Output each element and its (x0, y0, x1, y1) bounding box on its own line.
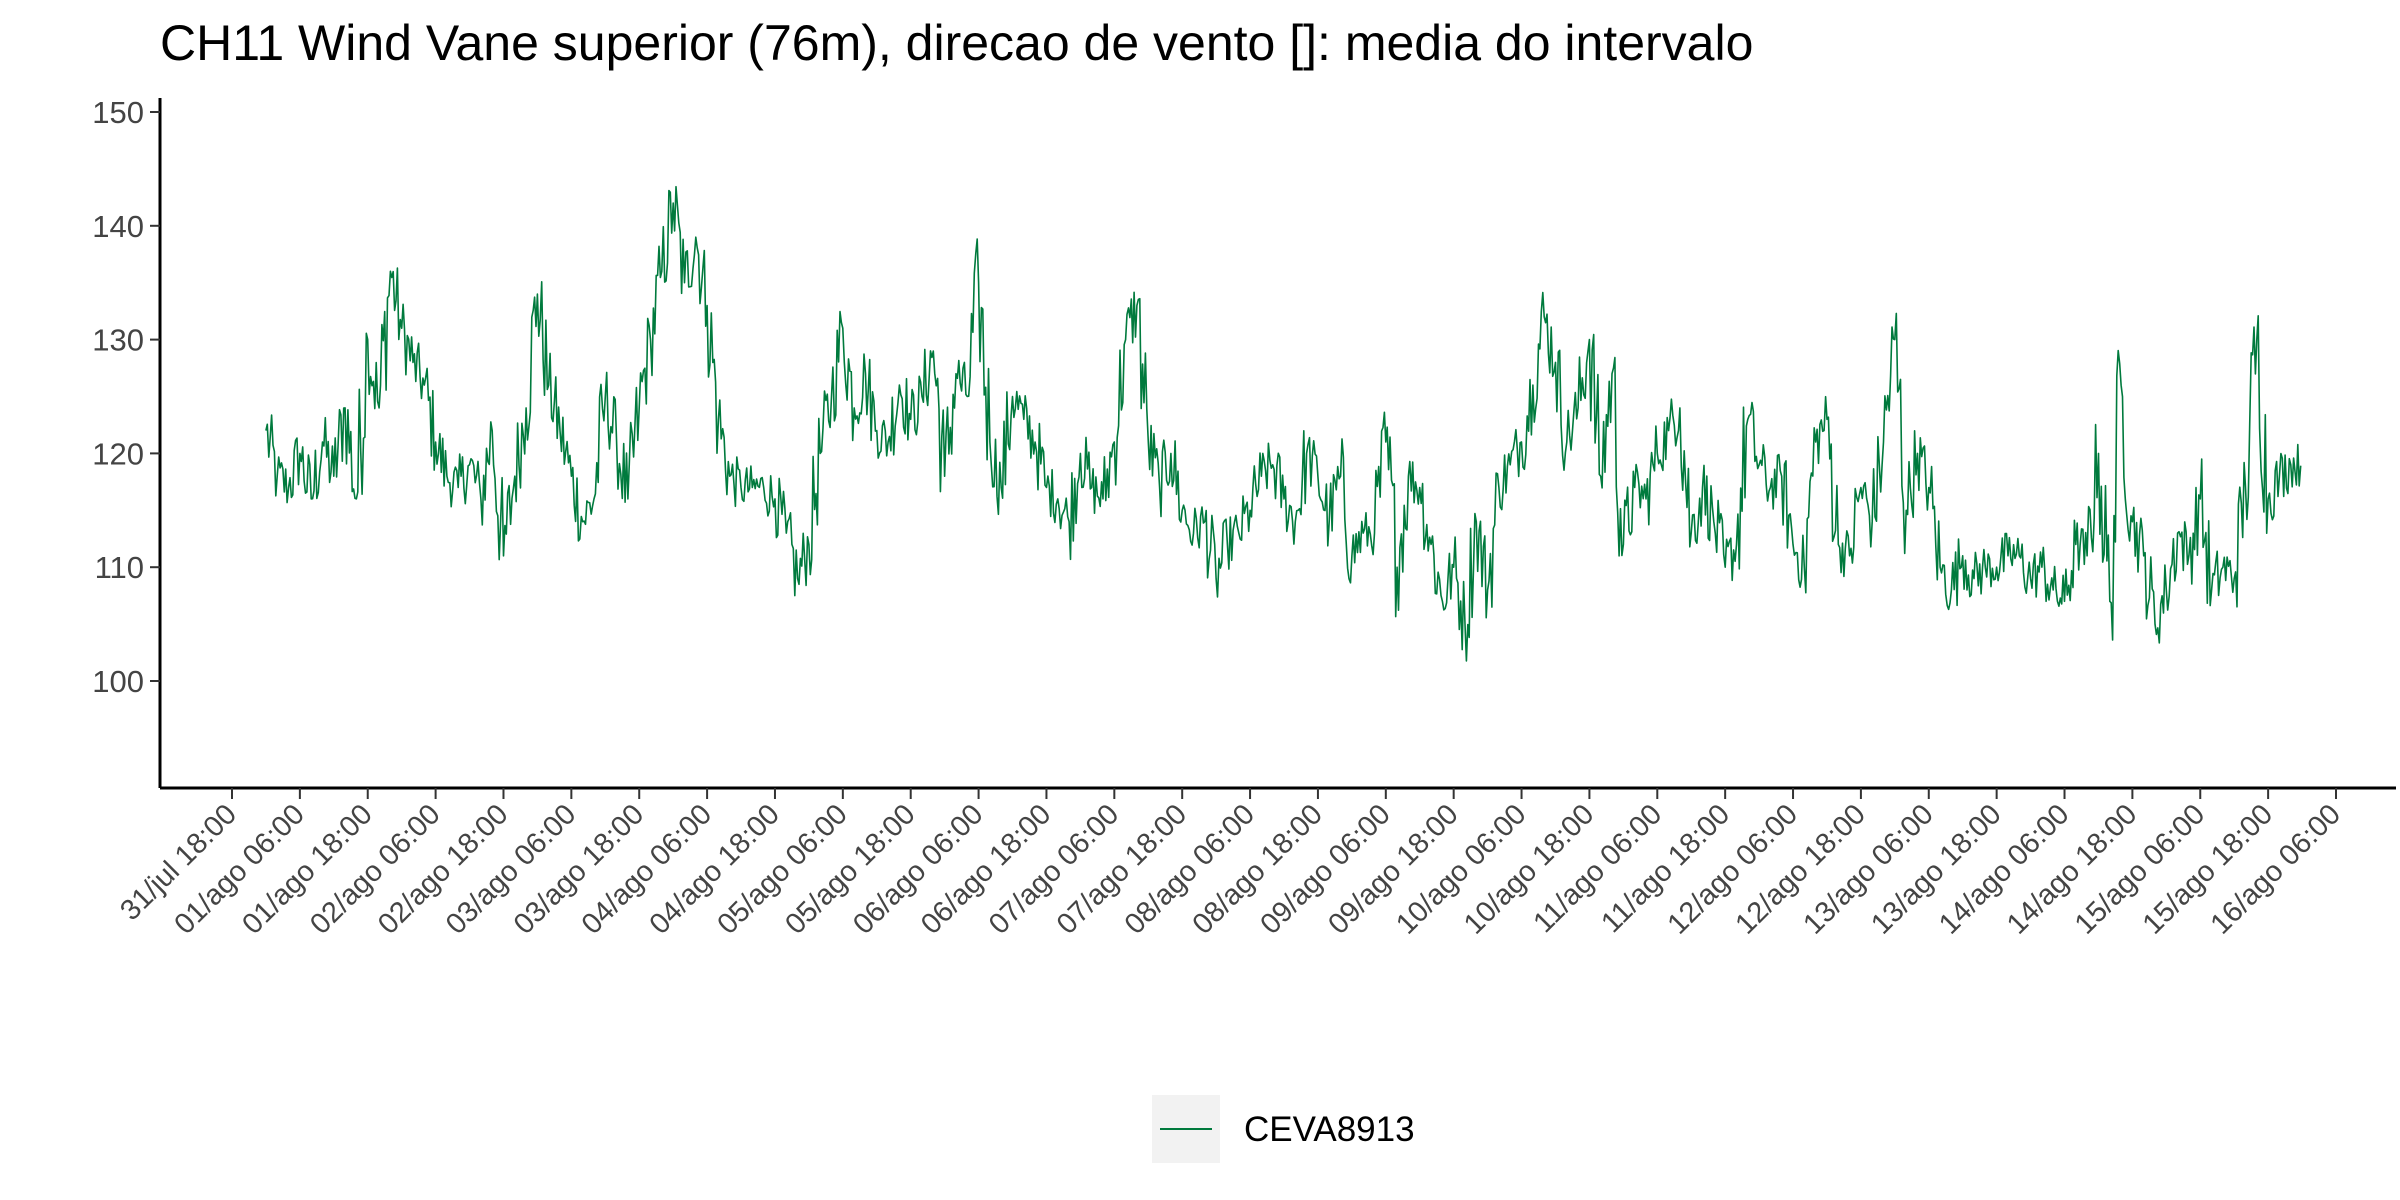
legend-label-ceva8913: CEVA8913 (1244, 1110, 1415, 1149)
series-line-ceva8913 (265, 185, 2302, 662)
y-tick-label: 120 (92, 436, 144, 471)
y-axis: 100 110 120 130 140 150 (92, 95, 162, 788)
y-tick-label: 130 (92, 323, 144, 358)
chart-title: CH11 Wind Vane superior (76m), direcao d… (160, 15, 1754, 71)
legend: CEVA8913 (1152, 1095, 1415, 1163)
y-tick-label: 150 (92, 95, 144, 130)
y-tick-label: 100 (92, 664, 144, 699)
series-layer (265, 185, 2302, 662)
y-tick-label: 140 (92, 209, 144, 244)
y-tick-label: 110 (95, 550, 144, 585)
